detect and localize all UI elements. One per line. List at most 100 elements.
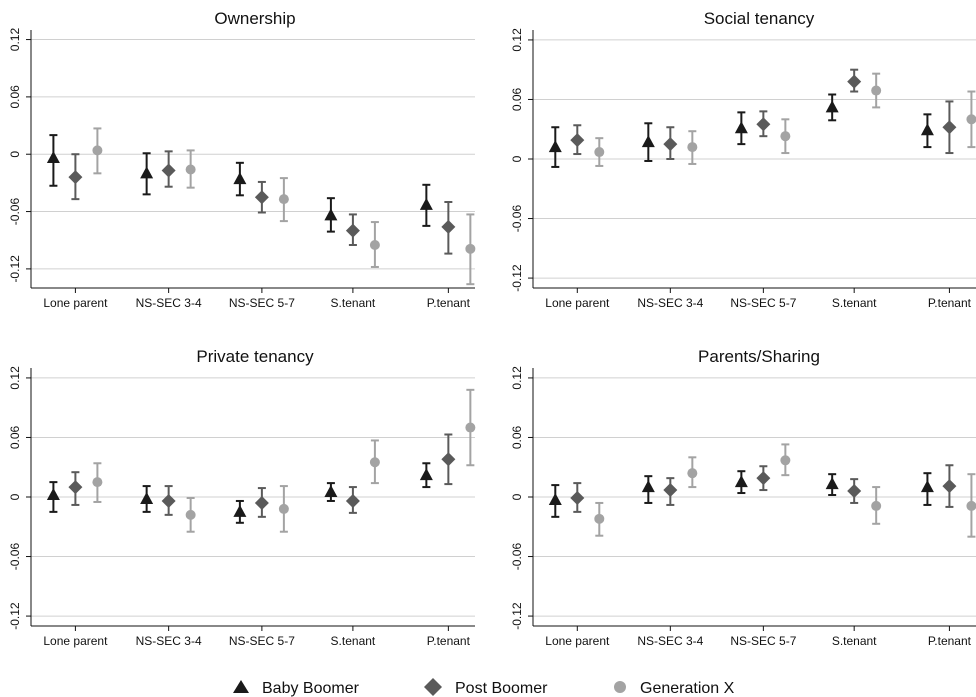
point-marker [641,135,655,148]
point-marker [570,133,585,148]
x-tick-label: NS-SEC 5-7 [229,296,295,310]
point-marker [369,457,380,468]
chart-panel: Social tenancy 0.12 0.06 0 -0.06 -0.12 Lone pa… [510,9,976,310]
point-marker [345,223,360,238]
y-tick-label: 0.06 [8,85,22,109]
point-marker [756,471,771,486]
point-marker [734,121,748,134]
point-marker [871,85,882,96]
y-tick-label: -0.12 [510,264,524,292]
point-marker [570,490,585,505]
point-marker [185,509,196,520]
point-marker [254,190,269,205]
chart-panel: Private tenancy 0.12 0.06 0 -0.06 -0.12 Lone p… [8,347,476,648]
x-tick-label: NS-SEC 3-4 [637,296,703,310]
x-tick-label: NS-SEC 3-4 [637,634,703,648]
point-marker [465,243,476,254]
point-marker [92,477,103,488]
point-marker [465,422,476,433]
point-marker [548,140,562,153]
legend-label: Generation X [640,680,735,697]
x-tick-label: S.tenant [832,634,877,648]
point-marker [419,197,433,210]
x-tick-label: P.tenant [928,296,972,310]
point-marker [324,485,338,498]
point-marker [687,468,698,479]
point-marker [825,477,839,490]
x-tick-label: NS-SEC 5-7 [229,634,295,648]
legend: Baby Boomer Post Boomer Generation X [233,678,735,697]
y-tick-label: -0.12 [8,255,22,283]
x-tick-label: NS-SEC 5-7 [730,634,796,648]
y-tick-label: 0.12 [8,28,22,52]
legend-circle-icon [614,681,626,693]
x-tick-label: P.tenant [427,634,471,648]
point-marker [419,468,433,481]
point-marker [324,208,338,221]
x-tick-label: NS-SEC 3-4 [136,634,202,648]
x-tick-label: Lone parent [43,634,108,648]
y-tick-label: -0.06 [510,205,524,233]
legend-label: Post Boomer [455,680,548,697]
y-tick-label: -0.06 [8,543,22,571]
point-marker [780,455,791,466]
y-tick-label: 0.12 [510,366,524,390]
point-marker [594,513,605,524]
y-tick-label: 0.06 [510,425,524,449]
point-marker [68,480,83,495]
legend-item-baby-boomer: Baby Boomer [233,680,360,697]
legend-label: Baby Boomer [262,680,360,697]
y-tick-label: 0.12 [8,366,22,390]
point-marker [871,500,882,511]
y-tick-label: 0 [8,151,22,158]
y-tick-label: 0 [510,493,524,500]
point-marker [441,452,456,467]
point-marker [942,120,957,135]
point-marker [641,480,655,493]
point-marker [966,500,976,511]
point-marker [780,131,791,142]
point-marker [756,117,771,132]
y-tick-label: 0 [8,493,22,500]
legend-triangle-icon [233,680,249,693]
point-marker [92,145,103,156]
chart-panel: Parents/Sharing 0.12 0.06 0 -0.06 -0.12 Lone p… [510,347,976,648]
point-marker [847,74,862,89]
point-marker [920,123,934,136]
panel-title: Private tenancy [196,347,314,366]
x-tick-label: S.tenant [832,296,877,310]
point-marker [161,163,176,178]
point-marker [46,151,60,164]
point-marker [185,164,196,175]
y-tick-label: -0.06 [510,543,524,571]
panels: Ownership 0.12 0.06 0 -0.06 -0.12 Lone parent N… [8,9,976,648]
point-marker [278,194,289,205]
x-tick-label: NS-SEC 3-4 [136,296,202,310]
y-tick-label: -0.12 [8,602,22,630]
point-marker [548,492,562,505]
x-tick-label: P.tenant [427,296,471,310]
point-marker [441,219,456,234]
x-tick-label: Lone parent [43,296,108,310]
point-marker [942,479,957,494]
point-marker [966,114,976,125]
point-marker [233,504,247,517]
point-marker [46,488,60,501]
legend-item-post-boomer: Post Boomer [424,678,548,697]
x-tick-label: S.tenant [331,634,376,648]
x-tick-label: Lone parent [545,634,610,648]
point-marker [825,100,839,113]
chart-panel: Ownership 0.12 0.06 0 -0.06 -0.12 Lone parent N… [8,9,476,310]
y-tick-label: 0.06 [8,425,22,449]
point-marker [847,484,862,499]
point-marker [687,142,698,153]
point-marker [345,493,360,508]
point-marker [920,480,934,493]
y-tick-label: -0.12 [510,602,524,630]
point-marker [233,172,247,185]
point-marker [734,475,748,488]
point-marker [254,495,269,510]
panel-title: Ownership [214,9,295,28]
point-marker [161,493,176,508]
